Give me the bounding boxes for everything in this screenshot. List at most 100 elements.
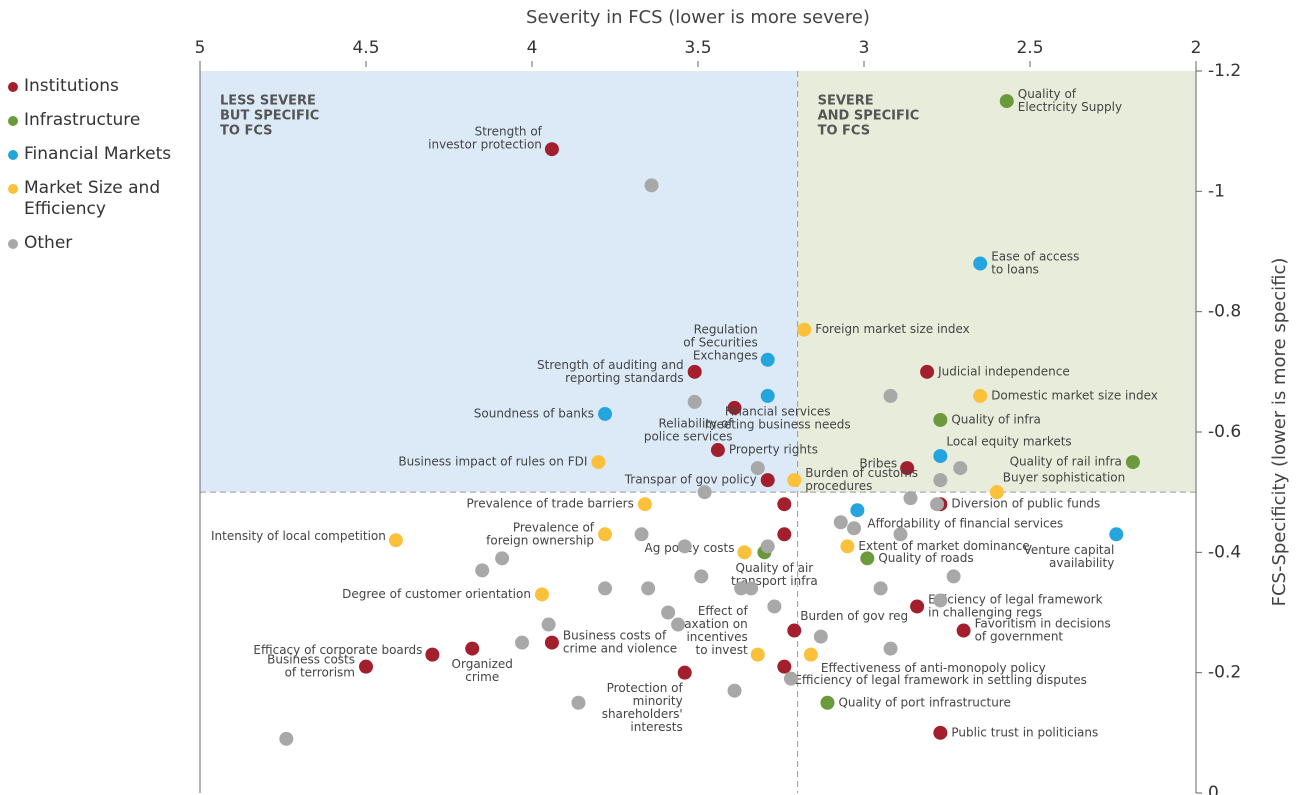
- point-label: Venture capital: [1024, 543, 1115, 557]
- y-tick-label: -1.2: [1208, 61, 1241, 81]
- legend-swatch: [8, 150, 18, 160]
- point-label: Judicial independence: [937, 364, 1070, 378]
- point: [760, 352, 775, 367]
- point: [591, 455, 606, 470]
- point-label: Favoritism in decisions: [975, 617, 1111, 631]
- legend-label: Financial Markets: [24, 144, 172, 164]
- legend-item: Market Size and Efficiency: [8, 178, 193, 220]
- point: [933, 473, 948, 488]
- point: [677, 665, 692, 680]
- point-label: Diversion of public funds: [951, 497, 1100, 511]
- legend-item: Institutions: [8, 76, 193, 97]
- point: [873, 581, 888, 596]
- legend-label: Other: [24, 233, 73, 253]
- point-label: Business costs of: [563, 629, 667, 643]
- y-tick-label: -0.2: [1208, 663, 1241, 683]
- x-tick-label: 3.5: [684, 38, 711, 58]
- point: [760, 539, 775, 554]
- point: [515, 635, 530, 650]
- point: [744, 581, 759, 596]
- legend: Institutions Infrastructure Financial Mark…: [8, 76, 193, 267]
- point-label: Local equity markets: [946, 435, 1071, 449]
- point: [760, 388, 775, 403]
- point: [644, 178, 659, 193]
- quadrant-label: AND SPECIFIC: [818, 109, 920, 124]
- point: [694, 569, 709, 584]
- point: [820, 695, 835, 710]
- point-label: Degree of customer orientation: [342, 587, 531, 601]
- point: [541, 617, 556, 632]
- point-label: incentives: [686, 630, 747, 644]
- point-label: minority: [633, 694, 683, 708]
- point-label: Protection of: [607, 681, 684, 695]
- x-tick-label: 5: [195, 38, 206, 58]
- point: [933, 593, 948, 608]
- point-label: Effectiveness of anti-monopoly policy: [821, 661, 1046, 675]
- point: [475, 563, 490, 578]
- legend-label: Market Size and Efficiency: [24, 178, 161, 219]
- point-label: Prevalence of trade barriers: [467, 497, 634, 511]
- y-tick-label: -1: [1208, 181, 1225, 201]
- point: [783, 671, 798, 686]
- point: [900, 461, 915, 476]
- point-label: Buyer sophistication: [1003, 471, 1125, 485]
- point-label: availability: [1049, 556, 1114, 570]
- legend-swatch: [8, 239, 18, 249]
- point-label: Foreign market size index: [815, 322, 970, 336]
- quadrant-label: SEVERE: [818, 94, 874, 109]
- point: [359, 659, 373, 674]
- y-tick-label: -0.8: [1208, 302, 1241, 322]
- point-label: Financial services: [725, 404, 831, 418]
- point-label: Affordability of financial services: [867, 517, 1063, 531]
- point: [598, 406, 613, 421]
- x-tick-label: 4: [527, 38, 538, 58]
- point: [933, 449, 948, 464]
- point: [787, 623, 802, 638]
- point: [425, 647, 440, 662]
- point: [598, 527, 613, 542]
- point: [777, 527, 792, 542]
- point: [989, 485, 1004, 500]
- point: [727, 400, 742, 415]
- point: [710, 443, 725, 458]
- point: [641, 581, 656, 596]
- point-label: of government: [975, 630, 1064, 644]
- point: [903, 491, 918, 506]
- quadrant-label: LESS SEVERE: [220, 94, 316, 109]
- point-label: Efficacy of corporate boards: [253, 643, 422, 657]
- point: [671, 617, 686, 632]
- legend-swatch: [8, 82, 18, 92]
- point-label: taxation on: [679, 617, 747, 631]
- point: [661, 605, 676, 620]
- x-tick-label: 2.5: [1016, 38, 1043, 58]
- point-label: Burden of gov reg: [800, 609, 908, 623]
- point-label: Business impact of rules on FDI: [398, 455, 587, 469]
- point: [933, 412, 948, 427]
- point-label: crime: [465, 670, 499, 684]
- point-label: Electricity Supply: [1018, 100, 1122, 114]
- point: [544, 142, 559, 157]
- point: [883, 388, 898, 403]
- point: [1125, 455, 1140, 470]
- point-label: in challenging regs: [928, 605, 1042, 619]
- point-label: Public trust in politicians: [951, 725, 1098, 739]
- y-tick-label: 0: [1208, 783, 1219, 795]
- point-label: Quality of: [1018, 87, 1077, 101]
- legend-item: Other: [8, 233, 193, 254]
- point: [777, 497, 792, 512]
- point-label: of Securities: [683, 335, 758, 349]
- point-label: to loans: [991, 263, 1039, 277]
- point: [634, 527, 649, 542]
- point: [677, 539, 692, 554]
- point-label: Regulation: [694, 322, 758, 336]
- point-label: of terrorism: [285, 666, 355, 680]
- point: [495, 551, 510, 566]
- quadrant-label: TO FCS: [220, 124, 272, 139]
- y-tick-label: -0.6: [1208, 422, 1241, 442]
- x-tick-label: 3: [859, 38, 870, 58]
- point: [930, 497, 945, 512]
- point-label: Ease of access: [991, 250, 1079, 264]
- point: [920, 364, 935, 379]
